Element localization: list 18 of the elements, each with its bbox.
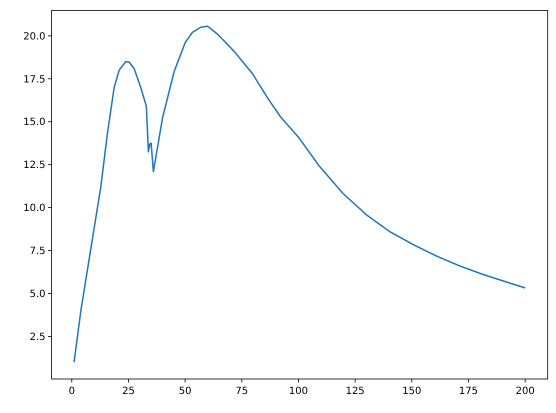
y-tick-label: 20.0 [23,31,46,42]
x-tick-label: 25 [122,386,135,397]
x-tick-label: 100 [288,386,308,397]
y-tick-label: 12.5 [23,160,46,172]
x-tick-label: 75 [235,386,248,397]
x-tick-label: 125 [346,386,365,397]
x-tick-label: 0 [68,386,75,397]
y-tick-label: 10.0 [23,203,46,214]
x-tick-label: 200 [516,386,535,397]
y-tick-label: 15.0 [23,117,46,128]
x-tick-label: 50 [178,386,192,397]
line-series [73,25,526,363]
y-tick-label: 17.5 [23,74,46,86]
y-tick-label: 5.0 [30,289,46,300]
x-tick-label: 175 [458,386,478,397]
y-tick-label: 7.5 [30,246,46,258]
y-tick-label: 2.5 [30,332,46,343]
x-tick-label: 150 [402,386,422,397]
